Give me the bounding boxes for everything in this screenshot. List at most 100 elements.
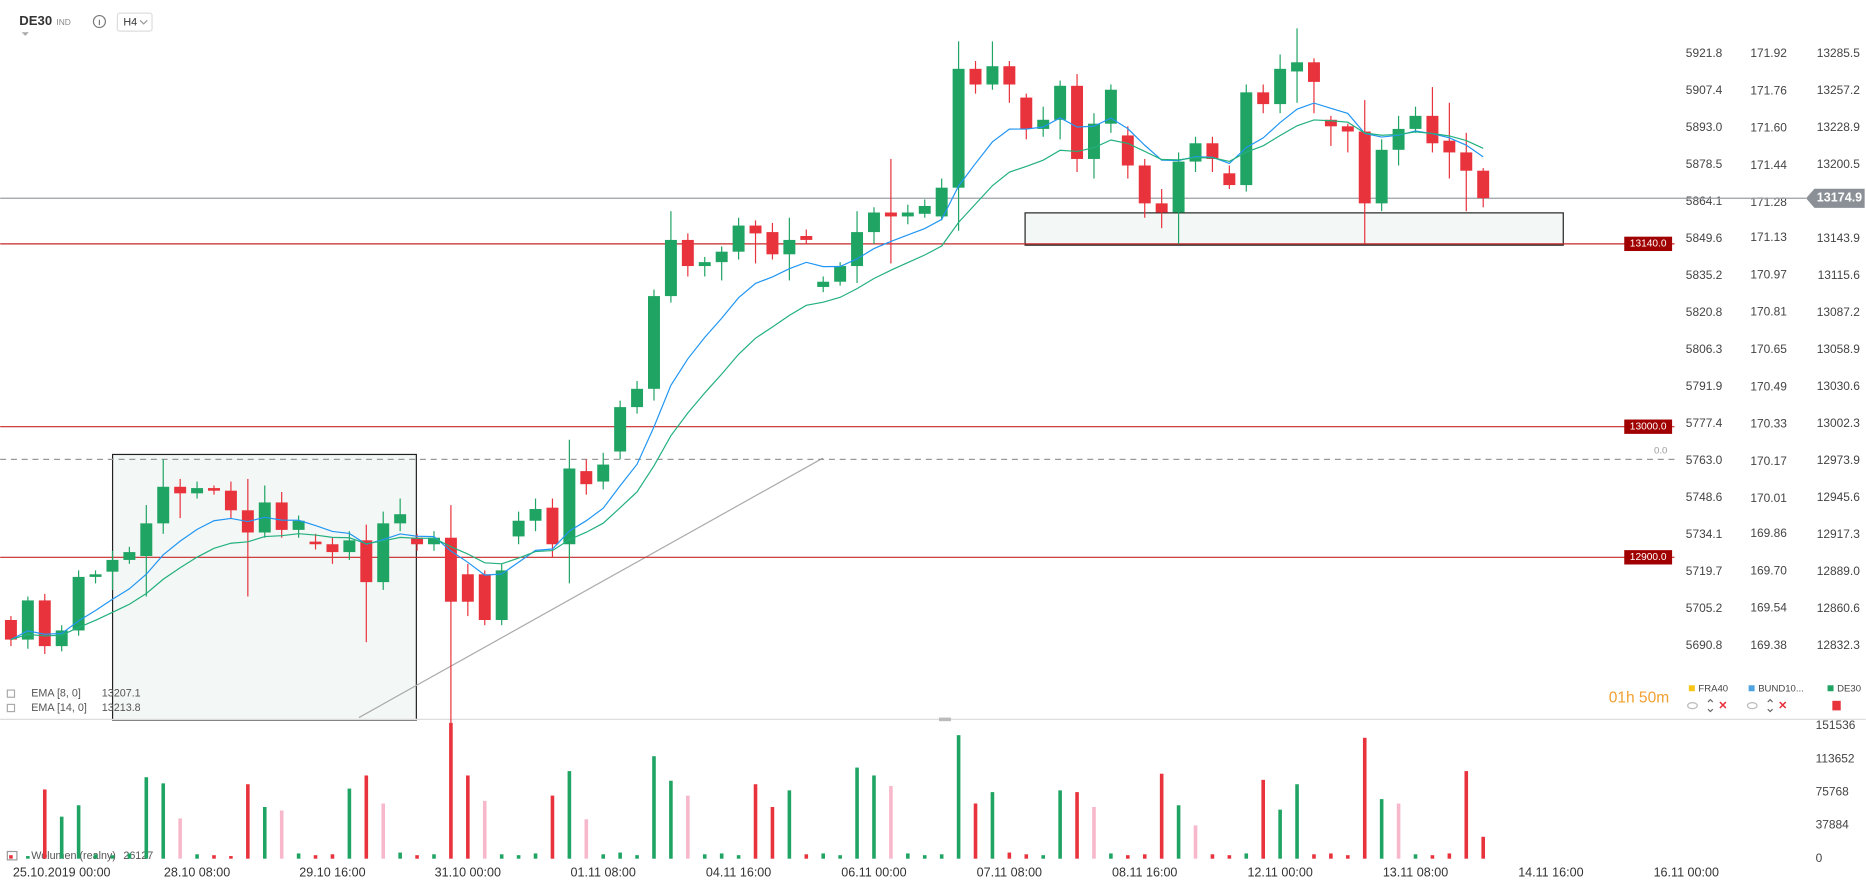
candle-body[interactable] bbox=[377, 523, 390, 583]
symbol[interactable]: DE30 bbox=[19, 13, 52, 28]
candle-body[interactable] bbox=[1240, 92, 1253, 186]
candle-body[interactable] bbox=[664, 239, 677, 297]
candle-body[interactable] bbox=[1003, 66, 1016, 85]
candle-body[interactable] bbox=[224, 490, 237, 511]
candle-body[interactable] bbox=[563, 468, 576, 545]
instrument-name[interactable]: FRA40 bbox=[1698, 683, 1728, 694]
candle-body[interactable] bbox=[901, 212, 914, 217]
candle-body[interactable] bbox=[529, 508, 542, 521]
candle-body[interactable] bbox=[1409, 115, 1422, 129]
candle-body[interactable] bbox=[478, 574, 491, 621]
candle-body[interactable] bbox=[715, 251, 728, 263]
candle-body[interactable] bbox=[21, 600, 34, 640]
settings-icon[interactable] bbox=[1832, 700, 1841, 711]
candle-body[interactable] bbox=[817, 281, 830, 287]
candle-body[interactable] bbox=[1155, 203, 1168, 213]
candle-body[interactable] bbox=[1104, 89, 1117, 124]
candle-body[interactable] bbox=[648, 296, 660, 389]
candle-body[interactable] bbox=[884, 212, 897, 217]
candle-body[interactable] bbox=[1172, 161, 1185, 213]
candle-body[interactable] bbox=[1324, 119, 1337, 127]
pane-handle[interactable] bbox=[938, 717, 951, 722]
candle-body[interactable] bbox=[1307, 62, 1320, 82]
candle-body[interactable] bbox=[1460, 152, 1473, 171]
candle-body[interactable] bbox=[1291, 62, 1304, 72]
candle-body[interactable] bbox=[309, 541, 322, 545]
candle-body[interactable] bbox=[1121, 135, 1134, 166]
candle-body[interactable] bbox=[1054, 85, 1067, 120]
candle-body[interactable] bbox=[800, 236, 813, 240]
zone-box[interactable] bbox=[1024, 212, 1564, 246]
candle-body[interactable] bbox=[55, 630, 68, 647]
candle-body[interactable] bbox=[732, 225, 745, 252]
candle-body[interactable] bbox=[1341, 126, 1354, 132]
instrument-name[interactable]: DE30 bbox=[1837, 683, 1861, 694]
candle-body[interactable] bbox=[935, 187, 948, 217]
interval-select[interactable] bbox=[116, 12, 153, 32]
candle-body[interactable] bbox=[428, 537, 440, 545]
candle-body[interactable] bbox=[546, 507, 559, 545]
candle-body[interactable] bbox=[38, 600, 51, 647]
candle-body[interactable] bbox=[326, 544, 339, 553]
candle-body[interactable] bbox=[580, 471, 593, 485]
candle-body[interactable] bbox=[1274, 68, 1287, 105]
candle-body[interactable] bbox=[495, 570, 508, 621]
candle-body[interactable] bbox=[631, 388, 644, 408]
candle-body[interactable] bbox=[444, 537, 457, 602]
visibility-icon[interactable] bbox=[1687, 702, 1698, 710]
candle-body[interactable] bbox=[1358, 131, 1371, 204]
candle-body[interactable] bbox=[512, 520, 525, 537]
candle-body[interactable] bbox=[1037, 119, 1050, 129]
candle-body[interactable] bbox=[157, 486, 170, 524]
candle-body[interactable] bbox=[1138, 165, 1151, 204]
candle-body[interactable] bbox=[597, 464, 610, 482]
candle-body[interactable] bbox=[1223, 173, 1236, 186]
candle-body[interactable] bbox=[918, 205, 931, 214]
candle-body[interactable] bbox=[1375, 149, 1388, 204]
candle-body[interactable] bbox=[123, 552, 136, 560]
candle-body[interactable] bbox=[360, 540, 373, 583]
candle-body[interactable] bbox=[191, 488, 204, 494]
candle-body[interactable] bbox=[72, 576, 85, 631]
candle-body[interactable] bbox=[1189, 143, 1202, 162]
candle-body[interactable] bbox=[1087, 123, 1100, 159]
candle-body[interactable] bbox=[834, 266, 847, 282]
trend-line[interactable] bbox=[358, 457, 824, 719]
candle-body[interactable] bbox=[106, 559, 119, 572]
candle-body[interactable] bbox=[766, 232, 779, 255]
reorder-icon[interactable] bbox=[1707, 698, 1714, 713]
candle-body[interactable] bbox=[969, 68, 982, 85]
volume-icon[interactable] bbox=[6, 850, 18, 861]
candle-body[interactable] bbox=[292, 520, 305, 530]
candle-body[interactable] bbox=[1071, 85, 1084, 159]
candle-body[interactable] bbox=[1443, 140, 1456, 153]
instrument-name[interactable]: BUND10... bbox=[1758, 683, 1804, 694]
overlay-icon[interactable] bbox=[6, 689, 16, 698]
candle-body[interactable] bbox=[1426, 115, 1439, 144]
candle-body[interactable] bbox=[986, 66, 999, 85]
candle-body[interactable] bbox=[1392, 128, 1405, 150]
candle-body[interactable] bbox=[1206, 143, 1219, 159]
candle-body[interactable] bbox=[275, 502, 288, 530]
candle-body[interactable] bbox=[411, 537, 424, 545]
remove-icon[interactable] bbox=[1719, 701, 1727, 709]
candle-body[interactable] bbox=[1257, 92, 1270, 105]
candle-body[interactable] bbox=[461, 574, 474, 602]
candle-body[interactable] bbox=[698, 262, 711, 267]
candle-body[interactable] bbox=[4, 620, 17, 640]
candle-body[interactable] bbox=[851, 232, 864, 267]
visibility-icon[interactable] bbox=[1746, 702, 1758, 710]
candle-body[interactable] bbox=[89, 574, 102, 577]
symbol-dropdown[interactable] bbox=[21, 32, 29, 36]
candle-body[interactable] bbox=[868, 212, 880, 233]
remove-icon[interactable] bbox=[1779, 701, 1787, 709]
candle-body[interactable] bbox=[140, 523, 153, 557]
candle-body[interactable] bbox=[1477, 170, 1490, 199]
overlay-icon[interactable] bbox=[6, 703, 16, 713]
candle-body[interactable] bbox=[1020, 97, 1033, 129]
candle-body[interactable] bbox=[749, 225, 762, 234]
candle-body[interactable] bbox=[783, 239, 796, 255]
candle-body[interactable] bbox=[394, 514, 407, 524]
candle-body[interactable] bbox=[208, 488, 220, 491]
candle-body[interactable] bbox=[614, 407, 627, 452]
